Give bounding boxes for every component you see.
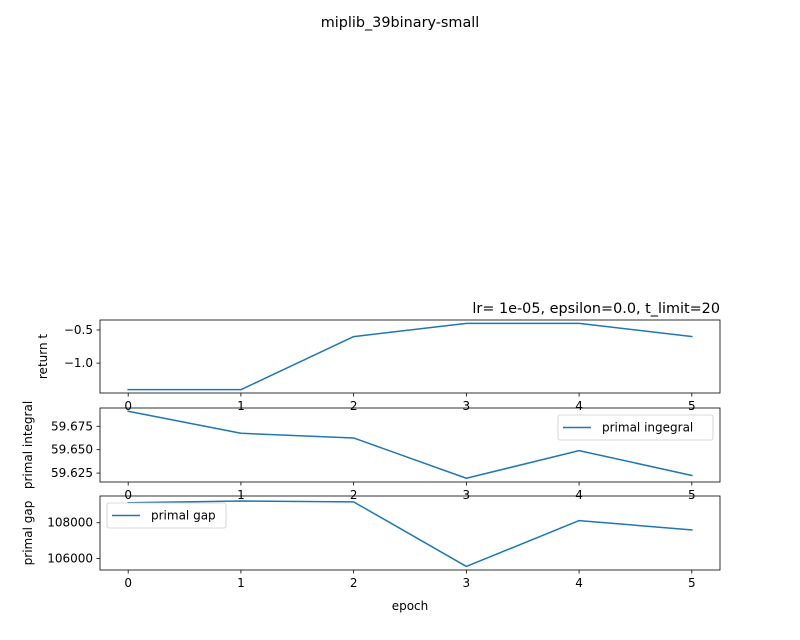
series-line [127, 500, 693, 568]
x-axis-label: epoch [392, 599, 429, 613]
y-tick-label: 59.650 [51, 443, 93, 457]
subplot-primal-integral: 0 1 2 3 4 5 59.625 59.650 59.675 primal integral p… [21, 401, 721, 502]
legend-label: primal ingegral [602, 421, 693, 435]
subplot-primal-gap: 0 1 2 3 4 5 106000 108000 primal gap primal gap [21, 495, 721, 590]
x-tick-label: 3 [463, 399, 471, 413]
x-tick-label: 2 [350, 576, 358, 590]
y-tick-label: 108000 [47, 516, 93, 530]
y-axis-label: return t [36, 334, 50, 380]
legend-frame [557, 414, 714, 441]
x-tick-label: 3 [463, 488, 471, 502]
x-tick-label: 5 [688, 488, 696, 502]
x-tick-label: 0 [124, 576, 132, 590]
x-tick-label: 0 [124, 488, 132, 502]
y-tick-label: 106000 [47, 551, 93, 565]
y-tick-label: 59.675 [51, 419, 93, 433]
x-tick-label: 2 [350, 399, 358, 413]
y-tick-label: 59.625 [51, 466, 93, 480]
axes-frame [99, 495, 721, 571]
y-axis-label: primal integral [21, 401, 35, 489]
x-tick-label: 4 [575, 488, 583, 502]
legend-frame [106, 502, 227, 529]
series-line [127, 410, 693, 479]
series-line [127, 322, 693, 391]
figure-suptitle: miplib_39binary-small [321, 15, 480, 31]
x-tick-label: 1 [237, 399, 245, 413]
subplot-title: lr= 1e-05, epsilon=0.0, t_limit=20 [472, 301, 720, 317]
x-tick-label: 1 [237, 576, 245, 590]
subplots: lr= 1e-05, epsilon=0.0, t_limit=20 0 1 2 3 4 5… [21, 301, 721, 590]
legend-label: primal gap [151, 509, 216, 523]
legend: primal ingegral [557, 414, 714, 441]
subplot-return: lr= 1e-05, epsilon=0.0, t_limit=20 0 1 2 3 4 5… [36, 301, 721, 413]
legend: primal gap [106, 502, 227, 529]
x-tick-label: 4 [575, 576, 583, 590]
axes-frame [99, 407, 721, 483]
y-tick-label: −1.0 [64, 356, 93, 370]
x-tick-label: 5 [688, 576, 696, 590]
x-tick-label: 4 [575, 399, 583, 413]
y-axis-label: primal gap [21, 501, 35, 566]
x-tick-label: 0 [124, 399, 132, 413]
y-tick-label: −0.5 [64, 323, 93, 337]
axes-frame [99, 319, 721, 394]
x-tick-label: 3 [463, 576, 471, 590]
x-tick-label: 5 [688, 399, 696, 413]
x-tick-label: 2 [350, 488, 358, 502]
x-tick-label: 1 [237, 488, 245, 502]
